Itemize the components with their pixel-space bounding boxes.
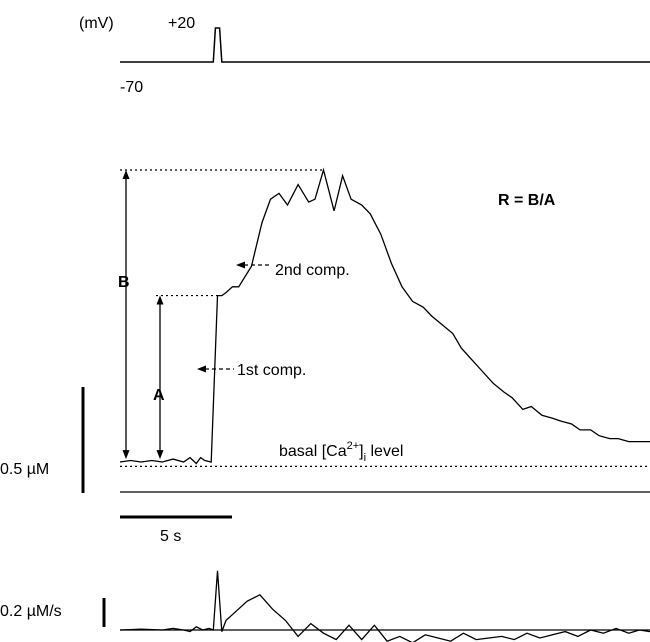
rate-trace <box>119 570 650 642</box>
arrow-a-head-bottom <box>156 450 164 460</box>
arrow-a-head-top <box>156 295 164 305</box>
ratio-formula: R = B/A <box>498 192 556 209</box>
voltage-step-label: +20 <box>168 15 195 32</box>
voltage-panel: (mV) +20 -70 <box>79 15 650 96</box>
arrow-b-head-top <box>122 170 130 179</box>
calcium-panel: R = B/A B A 2nd comp. 1st comp. basal [C… <box>0 167 650 545</box>
second-comp-arrow-head <box>236 261 245 269</box>
calcium-trace <box>119 167 650 465</box>
scale-bar-y-label: 0.5 µM <box>0 461 49 478</box>
label-b: B <box>118 274 130 291</box>
first-comp-arrow-head <box>197 365 206 373</box>
voltage-trace <box>120 27 650 63</box>
voltage-holding-label: -70 <box>120 79 143 96</box>
rate-scale-bar-label: 0.2 µM/s <box>0 603 62 620</box>
calcium-annotations <box>81 169 650 519</box>
arrow-b-head-bottom <box>122 450 130 460</box>
basal-level-label: basal [Ca2+]i level <box>279 440 403 464</box>
first-comp-label: 1st comp. <box>237 362 306 379</box>
label-a: A <box>153 387 165 404</box>
voltage-unit-label: (mV) <box>79 15 114 32</box>
rate-panel: 0.2 µM/s <box>0 570 650 642</box>
rate-annotations <box>102 598 650 631</box>
second-comp-label: 2nd comp. <box>275 262 350 279</box>
scale-bar-x-label: 5 s <box>160 528 181 545</box>
